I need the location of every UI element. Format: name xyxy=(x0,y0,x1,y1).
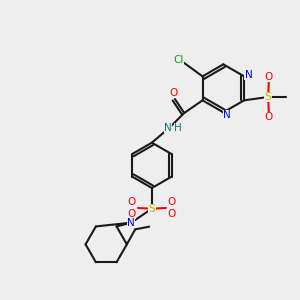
Text: O: O xyxy=(128,209,136,219)
Text: H: H xyxy=(174,123,182,133)
Text: O: O xyxy=(265,112,273,122)
Text: S: S xyxy=(265,92,272,102)
Text: O: O xyxy=(168,197,176,207)
Text: O: O xyxy=(265,72,273,82)
Text: Cl: Cl xyxy=(173,55,183,65)
Text: N: N xyxy=(127,218,134,228)
Text: N: N xyxy=(244,70,252,80)
Text: O: O xyxy=(169,88,178,98)
Text: N: N xyxy=(164,123,171,133)
Text: O: O xyxy=(128,197,136,207)
Text: O: O xyxy=(168,209,176,219)
Text: N: N xyxy=(224,110,231,120)
Text: S: S xyxy=(148,204,155,214)
